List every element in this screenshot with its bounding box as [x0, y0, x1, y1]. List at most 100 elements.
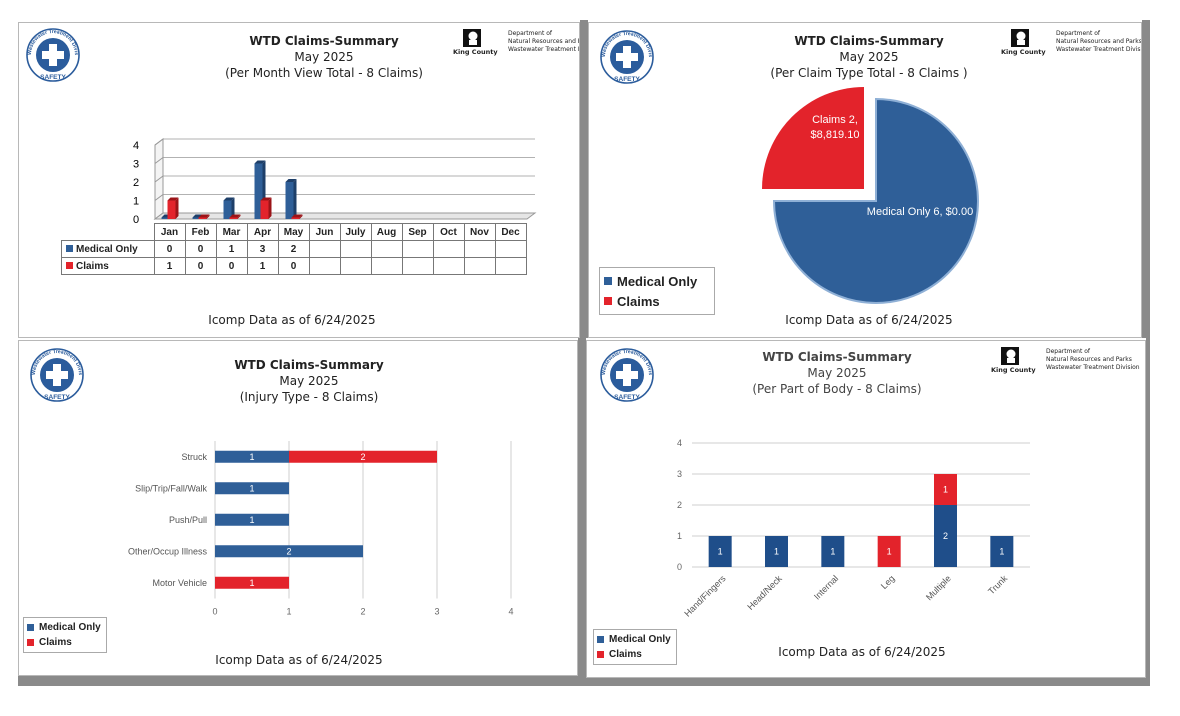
badge-bottom-text: SAFETY — [40, 74, 66, 81]
panel-title: WTD Claims-Summary — [234, 358, 384, 372]
bar — [765, 536, 788, 567]
pie-label-medical: Medical Only 6, $0.00 — [867, 206, 973, 218]
panel-subtitle: May 2025 — [839, 50, 899, 64]
frame-bottom-right-border — [578, 338, 586, 686]
table-cell — [370, 240, 403, 258]
bar — [215, 545, 363, 558]
table-header-row: Jan Feb Mar Apr May Jun July Aug Sep Oct Nov Dec — [61, 223, 527, 241]
panel-title-block: WTD Claims-Summary May 2025 (Per Part of… — [717, 349, 957, 397]
legend-swatch-icon — [597, 651, 604, 658]
gridline-depth — [154, 175, 164, 183]
panel-subtitle-2: (Per Month View Total - 8 Claims) — [225, 66, 423, 80]
kc-logo-body — [1017, 40, 1025, 45]
x-category-label: Head/Neck — [745, 573, 784, 612]
bar-top — [254, 160, 266, 164]
gridline-depth — [154, 157, 164, 164]
bar — [215, 576, 289, 589]
y-tick-label: 3 — [677, 469, 682, 479]
kc-logo-head — [1016, 31, 1026, 41]
table-row: Claims 1 0 0 1 0 — [61, 257, 527, 275]
legend-item-claims: Claims — [27, 635, 103, 650]
bar-data-label: 1 — [943, 485, 948, 495]
bar-top — [260, 197, 272, 201]
table-corner-cell — [61, 223, 155, 241]
bar-top — [198, 214, 210, 218]
legend-label: Medical Only — [39, 622, 101, 633]
bar — [934, 505, 957, 567]
bar-data-label: 1 — [887, 547, 892, 557]
king-county-crown-icon — [463, 29, 481, 47]
bar-side — [206, 214, 210, 219]
body-part-legend: Medical Only Claims — [593, 629, 677, 665]
badge-cross-horizontal — [46, 371, 68, 379]
injury-type-bar-chart: 0 1 2 3 4 Struck 1 2 Slip/Trip/Fall/Walk 1 Push/Pu… — [128, 441, 514, 617]
panel-title: WTD Claims-Summary — [762, 350, 912, 364]
bar-top — [223, 197, 235, 201]
y-category-label: Motor Vehicle — [152, 578, 207, 588]
legend-item-claims: Claims — [597, 647, 673, 662]
table-month-header: July — [339, 223, 372, 241]
legend-swatch-icon — [66, 244, 73, 252]
legend-item-medical: Medical Only — [597, 632, 673, 647]
bar — [223, 200, 232, 219]
kc-department-line: Department of — [1046, 348, 1090, 355]
bar-side — [237, 214, 241, 219]
kc-logo-head — [468, 31, 478, 41]
pie-slice-claims — [762, 87, 864, 189]
badge-cross-horizontal — [616, 53, 638, 61]
legend-label: Claims — [617, 293, 660, 309]
panel-body-part-summary: Wastewater Treatment DivisionSAFETY WTD … — [586, 340, 1146, 678]
bar-top — [285, 179, 297, 182]
kc-department-line: Wastewater Treatment Division — [1056, 46, 1142, 53]
y-tick-label: 0 — [133, 214, 139, 226]
kc-county-name: King County — [1001, 48, 1046, 56]
bar — [821, 536, 845, 567]
y-category-label: Struck — [181, 452, 207, 462]
frame-vertical-divider — [580, 20, 588, 338]
bar — [877, 536, 901, 567]
panel-monthly-summary: Wastewater Treatment DivisionSAFETY WTD … — [18, 22, 580, 338]
badge-cross-horizontal — [42, 51, 64, 59]
y-tick-label: 3 — [133, 159, 139, 171]
panel-title: WTD Claims-Summary — [794, 34, 944, 48]
kc-logo-head — [1006, 349, 1016, 359]
table-month-header: Feb — [184, 223, 217, 241]
y-tick-label: 1 — [133, 196, 139, 208]
monthly-bar-chart: 0 1 2 3 4 — [133, 138, 537, 226]
panel-claim-type-summary: Wastewater Treatment DivisionSAFETY WTD … — [588, 22, 1142, 338]
table-month-header: Oct — [432, 223, 465, 241]
king-county-crown-icon — [1011, 29, 1029, 47]
bar-data-label: 1 — [249, 578, 254, 588]
x-category-label: Hand/Fingers — [682, 573, 728, 619]
bar — [990, 536, 1014, 567]
bar-data-label: 1 — [249, 483, 254, 493]
table-cell — [308, 257, 341, 275]
bar-side — [175, 197, 179, 219]
kc-department-line: Natural Resources and Parks — [508, 38, 579, 45]
legend-swatch-icon — [604, 297, 612, 305]
panel-subtitle-2: (Per Claim Type Total - 8 Claims ) — [770, 66, 968, 80]
bar — [708, 536, 732, 567]
kc-department-line: Wastewater Treatment Division — [508, 46, 579, 53]
table-cell: 0 — [184, 257, 217, 275]
table-month-header: Sep — [401, 223, 434, 241]
claim-type-pie-chart: Medical Only 6, $0.00 Claims 2, $8,819.10 — [762, 87, 979, 304]
panel-footer: Icomp Data as of 6/24/2025 — [778, 645, 946, 659]
frame-bottom-right-base — [586, 678, 1150, 686]
panel-injury-type-summary: Wastewater Treatment DivisionSAFETY WTD … — [18, 340, 578, 676]
legend-swatch-icon — [27, 639, 34, 646]
legend-label: Claims — [609, 649, 642, 660]
x-tick-label: 2 — [360, 607, 365, 617]
table-month-header: Jan — [153, 223, 186, 241]
table-cell: 1 — [246, 257, 279, 275]
pie-legend: Medical Only Claims — [599, 267, 715, 315]
table-cell — [339, 257, 372, 275]
table-cell: 1 — [153, 257, 186, 275]
panel-title-block: WTD Claims-Summary May 2025 (Per Claim T… — [729, 33, 1009, 81]
safety-badge-icon: Wastewater Treatment DivisionSAFETY — [597, 25, 655, 85]
bar-side — [293, 179, 297, 219]
bar-top — [229, 214, 241, 218]
